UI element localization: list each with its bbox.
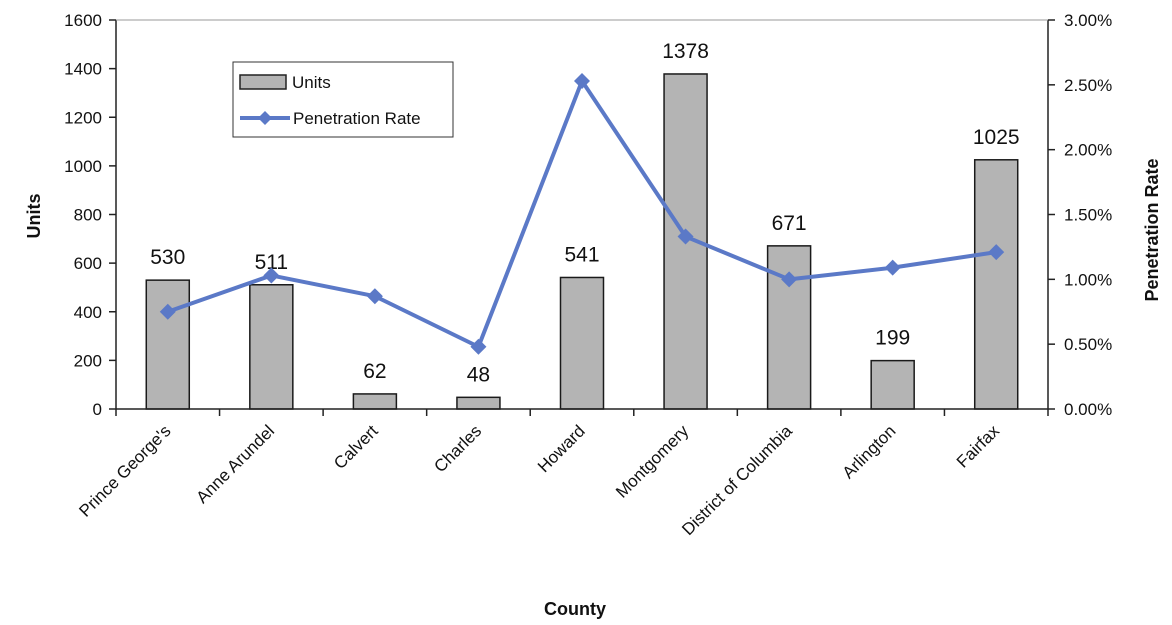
bar-data-label: 1378 xyxy=(662,40,709,63)
bar xyxy=(973,159,1019,410)
x-tick-label: Montgomery xyxy=(612,421,693,502)
bar-data-label: 48 xyxy=(467,363,490,386)
penetration-rate-point xyxy=(988,244,1005,261)
y-tick-label-right: 1.00% xyxy=(1064,270,1112,289)
x-axis-title: County xyxy=(544,599,606,619)
bar-data-label: 530 xyxy=(150,246,185,269)
bar-data-label: 671 xyxy=(772,212,807,235)
bar xyxy=(249,284,294,410)
penetration-rate-point xyxy=(781,271,798,288)
penetration-rate-point xyxy=(263,267,280,284)
legend: Units Penetration Rate xyxy=(232,61,454,138)
penetration-rate-point xyxy=(884,259,901,276)
bar xyxy=(145,279,191,410)
bar-data-label: 1025 xyxy=(973,126,1020,149)
legend-label-penetration-rate: Penetration Rate xyxy=(293,109,421,128)
bar xyxy=(559,276,605,410)
legend-marker-penetration xyxy=(258,111,272,125)
x-tick-label: District of Columbia xyxy=(678,421,796,539)
bar-data-label: 62 xyxy=(363,360,386,383)
y-tick-label-left: 400 xyxy=(74,303,102,322)
penetration-rate-point xyxy=(574,72,590,89)
y-tick-label-left: 0 xyxy=(93,400,102,419)
penetration-rate-point xyxy=(677,228,694,245)
x-tick-labels: Prince George's Anne Arundel Calvert Charle… xyxy=(75,421,1003,539)
bar-data-label: 541 xyxy=(564,243,599,266)
y-axis-title-left: Units xyxy=(24,194,44,239)
bar xyxy=(352,393,398,410)
line-series-penetration-rate xyxy=(159,72,1005,355)
y-axis-title-right: Penetration Rate xyxy=(1142,158,1162,301)
y-tick-label-right: 0.00% xyxy=(1064,400,1112,419)
penetration-rate-point xyxy=(470,338,487,355)
x-tick-label: Fairfax xyxy=(953,421,1004,472)
x-tick-label: Arlington xyxy=(839,421,900,482)
y-tick-label-right: 2.50% xyxy=(1064,76,1112,95)
x-tick-label: Anne Arundel xyxy=(193,421,279,507)
x-tick-label: Charles xyxy=(430,421,485,476)
y-tick-label-left: 1200 xyxy=(64,108,102,127)
legend-swatch-units xyxy=(239,74,287,90)
y-tick-label-left: 1400 xyxy=(64,60,102,79)
y-tick-label-left: 600 xyxy=(74,254,102,273)
bar xyxy=(766,245,812,410)
y-tick-label-right: 3.00% xyxy=(1064,11,1112,30)
x-tick-label: Calvert xyxy=(330,421,382,473)
y-tick-label-right: 0.50% xyxy=(1064,335,1112,354)
y-tick-label-left: 1000 xyxy=(64,157,102,176)
bar-data-label: 199 xyxy=(875,327,910,350)
x-tick-label: Howard xyxy=(534,421,589,476)
axes: 0 200 400 600 800 1000 1200 1400 1600 0.00% 0.50% 1… xyxy=(64,11,1112,419)
penetration-rate-point xyxy=(366,288,383,305)
y-tick-label-left: 1600 xyxy=(64,11,102,30)
penetration-rate-point xyxy=(159,303,176,320)
y-tick-label-left: 200 xyxy=(74,351,102,370)
bar xyxy=(456,396,501,410)
x-tick-label: Prince George's xyxy=(75,421,174,520)
y-tick-label-left: 800 xyxy=(74,206,102,225)
legend-label-units: Units xyxy=(292,73,331,92)
y-tick-label-right: 1.50% xyxy=(1064,206,1112,225)
bar-data-label: 511 xyxy=(255,251,288,274)
bar xyxy=(870,359,915,410)
bar-data-labels: 530 511 62 48 541 1378 671 199 1025 xyxy=(150,40,1019,386)
y-tick-label-right: 2.00% xyxy=(1064,141,1112,160)
